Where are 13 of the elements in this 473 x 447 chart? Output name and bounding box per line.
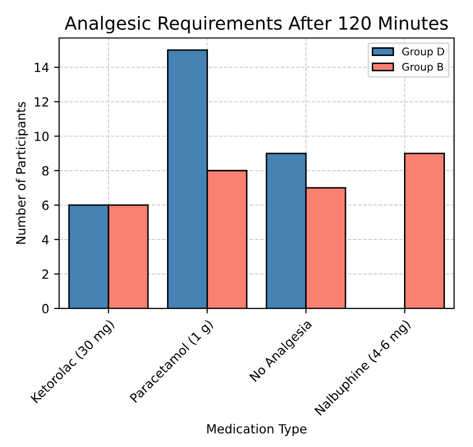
- y-tick-label: 10: [34, 132, 49, 142]
- y-axis-title: Number of Participants: [16, 102, 28, 244]
- y-tick-label: 8: [42, 166, 49, 176]
- y-tick-label: 4: [42, 235, 49, 244]
- y-tick-label: 14: [34, 62, 49, 72]
- y-tick-label: 6: [42, 200, 49, 210]
- y-tick-label: 12: [34, 97, 48, 106]
- chart-title: Analgesic Requirements After 120 Minutes: [64, 16, 448, 34]
- y-tick-label: 2: [42, 269, 48, 279]
- legend-label: Group B: [402, 62, 444, 73]
- legend-label: Group D: [402, 48, 444, 58]
- x-axis-title: Medication Type: [207, 424, 306, 436]
- y-tick-label: 0: [42, 304, 49, 314]
